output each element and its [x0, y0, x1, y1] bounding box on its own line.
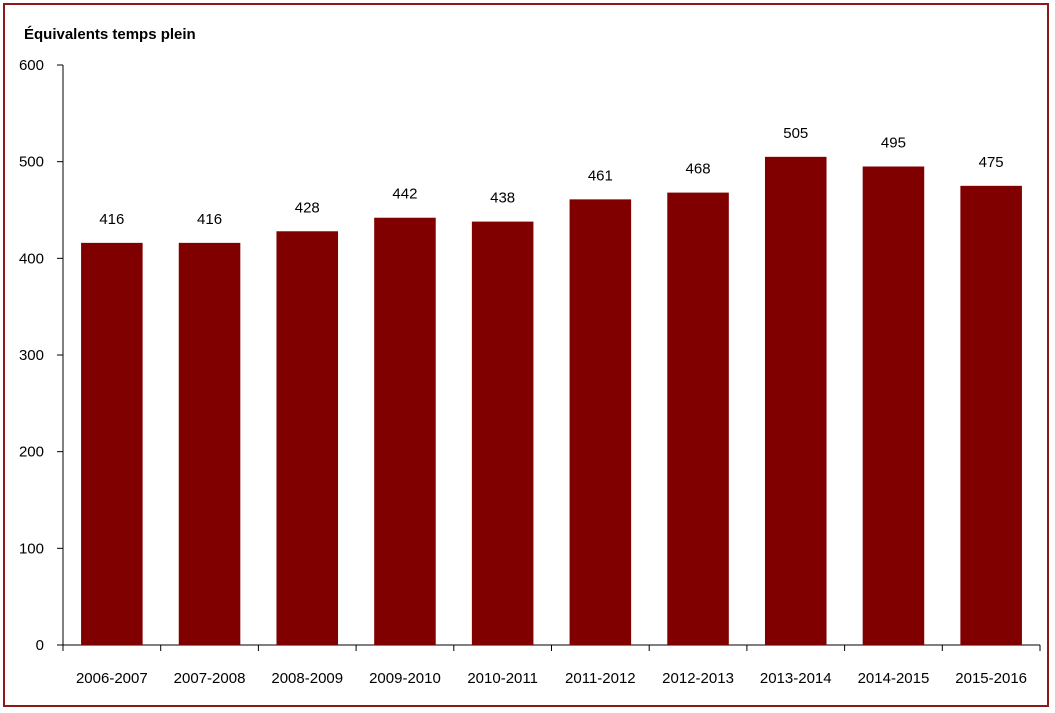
x-tick-label: 2009-2010 — [369, 670, 441, 687]
bar — [960, 185, 1022, 646]
data-label: 438 — [490, 190, 515, 207]
x-tick-label: 2012-2013 — [662, 670, 734, 687]
data-label: 416 — [197, 211, 222, 228]
bar — [569, 199, 632, 645]
y-axis-title: Équivalents temps plein — [24, 26, 196, 43]
y-tick-label: 300 — [19, 347, 44, 364]
x-tick-label: 2013-2014 — [760, 670, 832, 687]
data-labels: 416 416 428 442 438 461 468 505 495 475 — [99, 125, 1003, 228]
x-tick-label: 2010-2011 — [467, 670, 538, 687]
x-tick-label: 2011-2012 — [565, 670, 636, 687]
bar — [81, 242, 143, 645]
data-label: 505 — [783, 125, 808, 142]
y-tick-label: 400 — [19, 250, 44, 267]
x-tick-label: 2008-2009 — [271, 670, 343, 687]
data-label: 416 — [99, 211, 124, 228]
x-tick-label: 2014-2015 — [858, 670, 930, 687]
data-label: 461 — [588, 167, 613, 184]
y-tick-label: 500 — [19, 154, 44, 171]
data-label: 468 — [686, 161, 711, 178]
bar — [667, 192, 729, 645]
data-label: 495 — [881, 135, 906, 152]
bar — [374, 217, 436, 645]
data-label: 442 — [392, 186, 417, 203]
bar — [276, 231, 339, 645]
bars — [81, 156, 1022, 646]
y-tick-label: 0 — [36, 637, 44, 654]
bar — [178, 242, 241, 645]
x-tick-label: 2015-2016 — [955, 670, 1027, 687]
bar — [862, 166, 925, 645]
x-tick-label: 2007-2008 — [174, 670, 246, 687]
bar — [764, 156, 827, 646]
y-tick-label: 100 — [19, 540, 44, 557]
y-tick-label: 200 — [19, 444, 44, 461]
y-axis: 0 100 200 300 400 500 600 — [19, 57, 64, 654]
data-label: 475 — [979, 154, 1004, 171]
bar — [471, 221, 534, 645]
x-axis: 2006-2007 2007-2008 2008-2009 2009-2010 2010… — [62, 644, 1041, 687]
x-tick-label: 2006-2007 — [76, 670, 148, 687]
data-label: 428 — [295, 199, 320, 216]
y-tick-label: 600 — [19, 57, 44, 74]
